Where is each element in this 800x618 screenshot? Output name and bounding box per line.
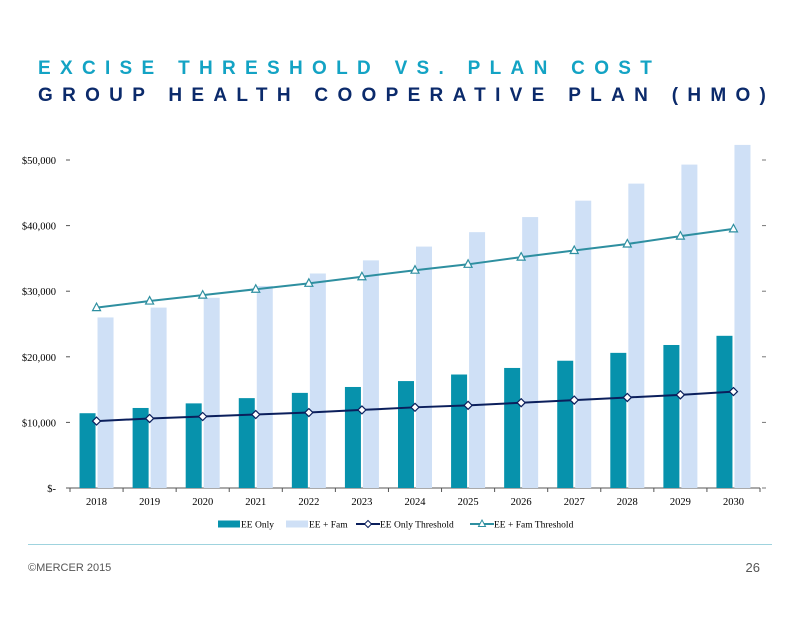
legend-swatch-ee-only	[218, 520, 240, 528]
bar-line-chart: $- $10,000 $20,000 $30,000 $40,000 $50,000 201…	[22, 144, 766, 531]
bar-ee-only	[344, 386, 361, 488]
point-ee-only-threshold	[516, 397, 527, 408]
x-tick-label: 2021	[245, 497, 266, 508]
copyright-text: ©MERCER 2015	[28, 562, 112, 574]
page-number: 26	[745, 560, 760, 575]
bar-ee-only	[504, 367, 521, 488]
bar-ee-fam	[575, 200, 592, 488]
legend-swatch-ee-fam	[286, 520, 308, 528]
x-tick-label: 2028	[617, 497, 638, 508]
y-tick-label: $50,000	[22, 156, 56, 167]
bar-ee-fam	[203, 297, 220, 488]
point-ee-fam-threshold	[91, 301, 102, 312]
bar-ee-fam	[97, 317, 114, 488]
bar-ee-fam	[734, 144, 751, 489]
point-ee-only-threshold	[197, 411, 208, 422]
bar-ee-only	[451, 374, 468, 488]
point-ee-only-threshold	[675, 389, 686, 400]
bar-ee-only	[291, 392, 308, 488]
x-tick-label: 2023	[351, 497, 372, 508]
chart-axes: $- $10,000 $20,000 $30,000 $40,000 $50,000 201…	[22, 156, 766, 508]
point-ee-fam-threshold	[675, 230, 686, 240]
bar-ee-only	[716, 335, 733, 488]
point-ee-only-threshold	[569, 395, 580, 405]
legend-label-ee-fam-threshold: EE + Fam Threshold	[494, 521, 574, 531]
y-tick-label: $30,000	[22, 287, 56, 298]
chart-title: EXCISE THRESHOLD VS. PLAN COST	[38, 58, 662, 79]
point-ee-fam-threshold	[622, 238, 633, 248]
point-ee-fam-threshold	[250, 283, 261, 293]
legend-label-ee-fam: EE + Fam	[309, 521, 348, 531]
bar-ee-fam	[628, 183, 645, 488]
point-ee-only-threshold	[357, 405, 367, 415]
bar-ee-only	[610, 352, 627, 488]
chart-lines	[91, 223, 739, 426]
point-ee-only-threshold	[622, 392, 633, 403]
bar-ee-fam	[469, 232, 486, 488]
x-tick-label: 2029	[670, 497, 691, 508]
legend-marker-triangle	[477, 518, 487, 527]
bar-ee-fam	[150, 307, 167, 488]
x-tick-label: 2030	[723, 497, 744, 508]
point-ee-only-threshold	[91, 416, 102, 426]
x-tick-label: 2024	[405, 497, 427, 508]
bar-ee-only	[185, 403, 202, 488]
point-ee-only-threshold	[144, 413, 155, 424]
point-ee-only-threshold	[250, 409, 261, 420]
legend-label-ee-only: EE Only	[241, 521, 274, 531]
bar-ee-fam	[416, 246, 432, 488]
point-ee-fam-threshold	[728, 223, 739, 233]
y-tick-label: $10,000	[22, 418, 56, 429]
point-ee-only-threshold	[303, 407, 314, 418]
y-tick-label: $-	[47, 484, 56, 495]
point-ee-fam-threshold	[144, 295, 155, 305]
chart-bars	[79, 144, 751, 489]
x-tick-label: 2020	[192, 497, 213, 508]
point-ee-only-threshold	[410, 402, 420, 413]
y-tick-label: $20,000	[22, 353, 56, 364]
bar-ee-only	[398, 381, 414, 488]
footer-divider	[28, 544, 772, 545]
x-tick-label: 2022	[298, 497, 319, 508]
point-ee-fam-threshold	[197, 289, 208, 299]
point-ee-only-threshold	[463, 400, 473, 411]
point-ee-fam-threshold	[463, 258, 474, 268]
bar-ee-only	[132, 407, 149, 488]
bar-ee-fam	[362, 260, 379, 488]
chart-subtitle: GROUP HEALTH COOPERATIVE PLAN (HMO)	[38, 85, 776, 106]
x-tick-label: 2018	[86, 497, 107, 508]
legend-marker-diamond	[363, 519, 373, 529]
bar-ee-only	[79, 413, 96, 488]
point-ee-fam-threshold	[569, 244, 580, 255]
bar-ee-fam	[681, 164, 698, 489]
chart-legend: EE Only EE + Fam EE Only Threshold EE + Fam…	[218, 518, 574, 531]
x-tick-label: 2019	[139, 497, 160, 508]
point-ee-fam-threshold	[303, 277, 314, 287]
legend-label-ee-only-threshold: EE Only Threshold	[380, 521, 454, 531]
bar-ee-fam	[522, 217, 539, 488]
x-tick-label: 2025	[458, 497, 479, 508]
x-tick-label: 2027	[564, 497, 585, 508]
point-ee-only-threshold	[728, 386, 739, 397]
bar-ee-only	[557, 360, 574, 488]
bar-ee-only	[663, 344, 680, 488]
bar-ee-fam	[309, 273, 326, 488]
point-ee-fam-threshold	[410, 264, 420, 274]
point-ee-fam-threshold	[516, 251, 527, 261]
bar-ee-fam	[256, 285, 273, 488]
bar-ee-only	[238, 398, 255, 488]
point-ee-fam-threshold	[356, 270, 367, 281]
x-tick-label: 2026	[511, 497, 532, 508]
y-tick-label: $40,000	[22, 222, 56, 233]
